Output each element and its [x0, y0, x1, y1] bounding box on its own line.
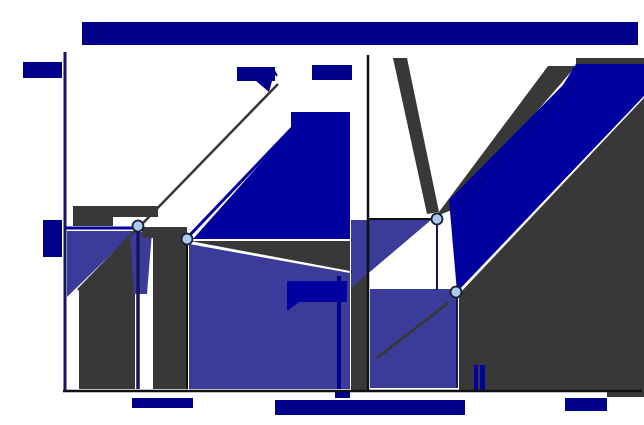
- right-gray-bottom-ext: [607, 390, 644, 397]
- box-gray-diagonal: [376, 301, 449, 360]
- left-gray-wedge: [190, 241, 350, 271]
- right-gray-below-wedge: [459, 98, 644, 390]
- left-shaded-region-upper: [193, 112, 350, 239]
- curve-label-blob-a-tail: [256, 81, 272, 92]
- q1-ribbon: [130, 232, 152, 294]
- equilibrium-dot-left-2: [180, 232, 194, 246]
- bottom-label-blob-middle: [275, 400, 465, 415]
- left-gray-label-blob-line1: [73, 206, 158, 217]
- curve-label-blob-b: [312, 65, 352, 80]
- gray-45deg-line: [77, 83, 279, 291]
- right-top-gray-strip: [576, 58, 644, 68]
- left-gray-band: [142, 227, 187, 238]
- curve-label-blob-a-glyph: [268, 66, 278, 78]
- left-axis-price-label-blob: [43, 220, 62, 257]
- axis-mini-bar-1: [474, 365, 478, 392]
- bottom-label-blob-right: [565, 398, 607, 411]
- v-left-arm: [393, 58, 439, 214]
- left-thin-supply-line: [186, 125, 295, 239]
- figure-title-blob: [82, 22, 638, 45]
- curve-label-blob-a: [237, 67, 275, 81]
- equilibrium-dot-left-1: [131, 219, 145, 233]
- axis-mini-bar-2: [480, 365, 485, 392]
- bottom-label-blob-left: [132, 398, 193, 408]
- equilibrium-dot-right-2: [449, 285, 463, 299]
- left-gray-block-under-line: [79, 233, 135, 389]
- right-price-gap-triangle: [351, 220, 431, 288]
- demand-label-blob: [287, 281, 347, 302]
- right-thin-supply-line: [459, 84, 576, 206]
- left-shaded-region-lower: [189, 244, 350, 389]
- left-gray-label-blob-line2: [73, 217, 113, 226]
- bottom-mini-blob: [335, 392, 350, 398]
- equilibrium-dot-right-1: [430, 212, 444, 226]
- demand-label-blob-tail: [287, 302, 299, 311]
- left-axis-top-label-blob: [23, 62, 62, 78]
- right-navy-wedge: [449, 64, 644, 292]
- left-gray-block-2: [153, 238, 186, 389]
